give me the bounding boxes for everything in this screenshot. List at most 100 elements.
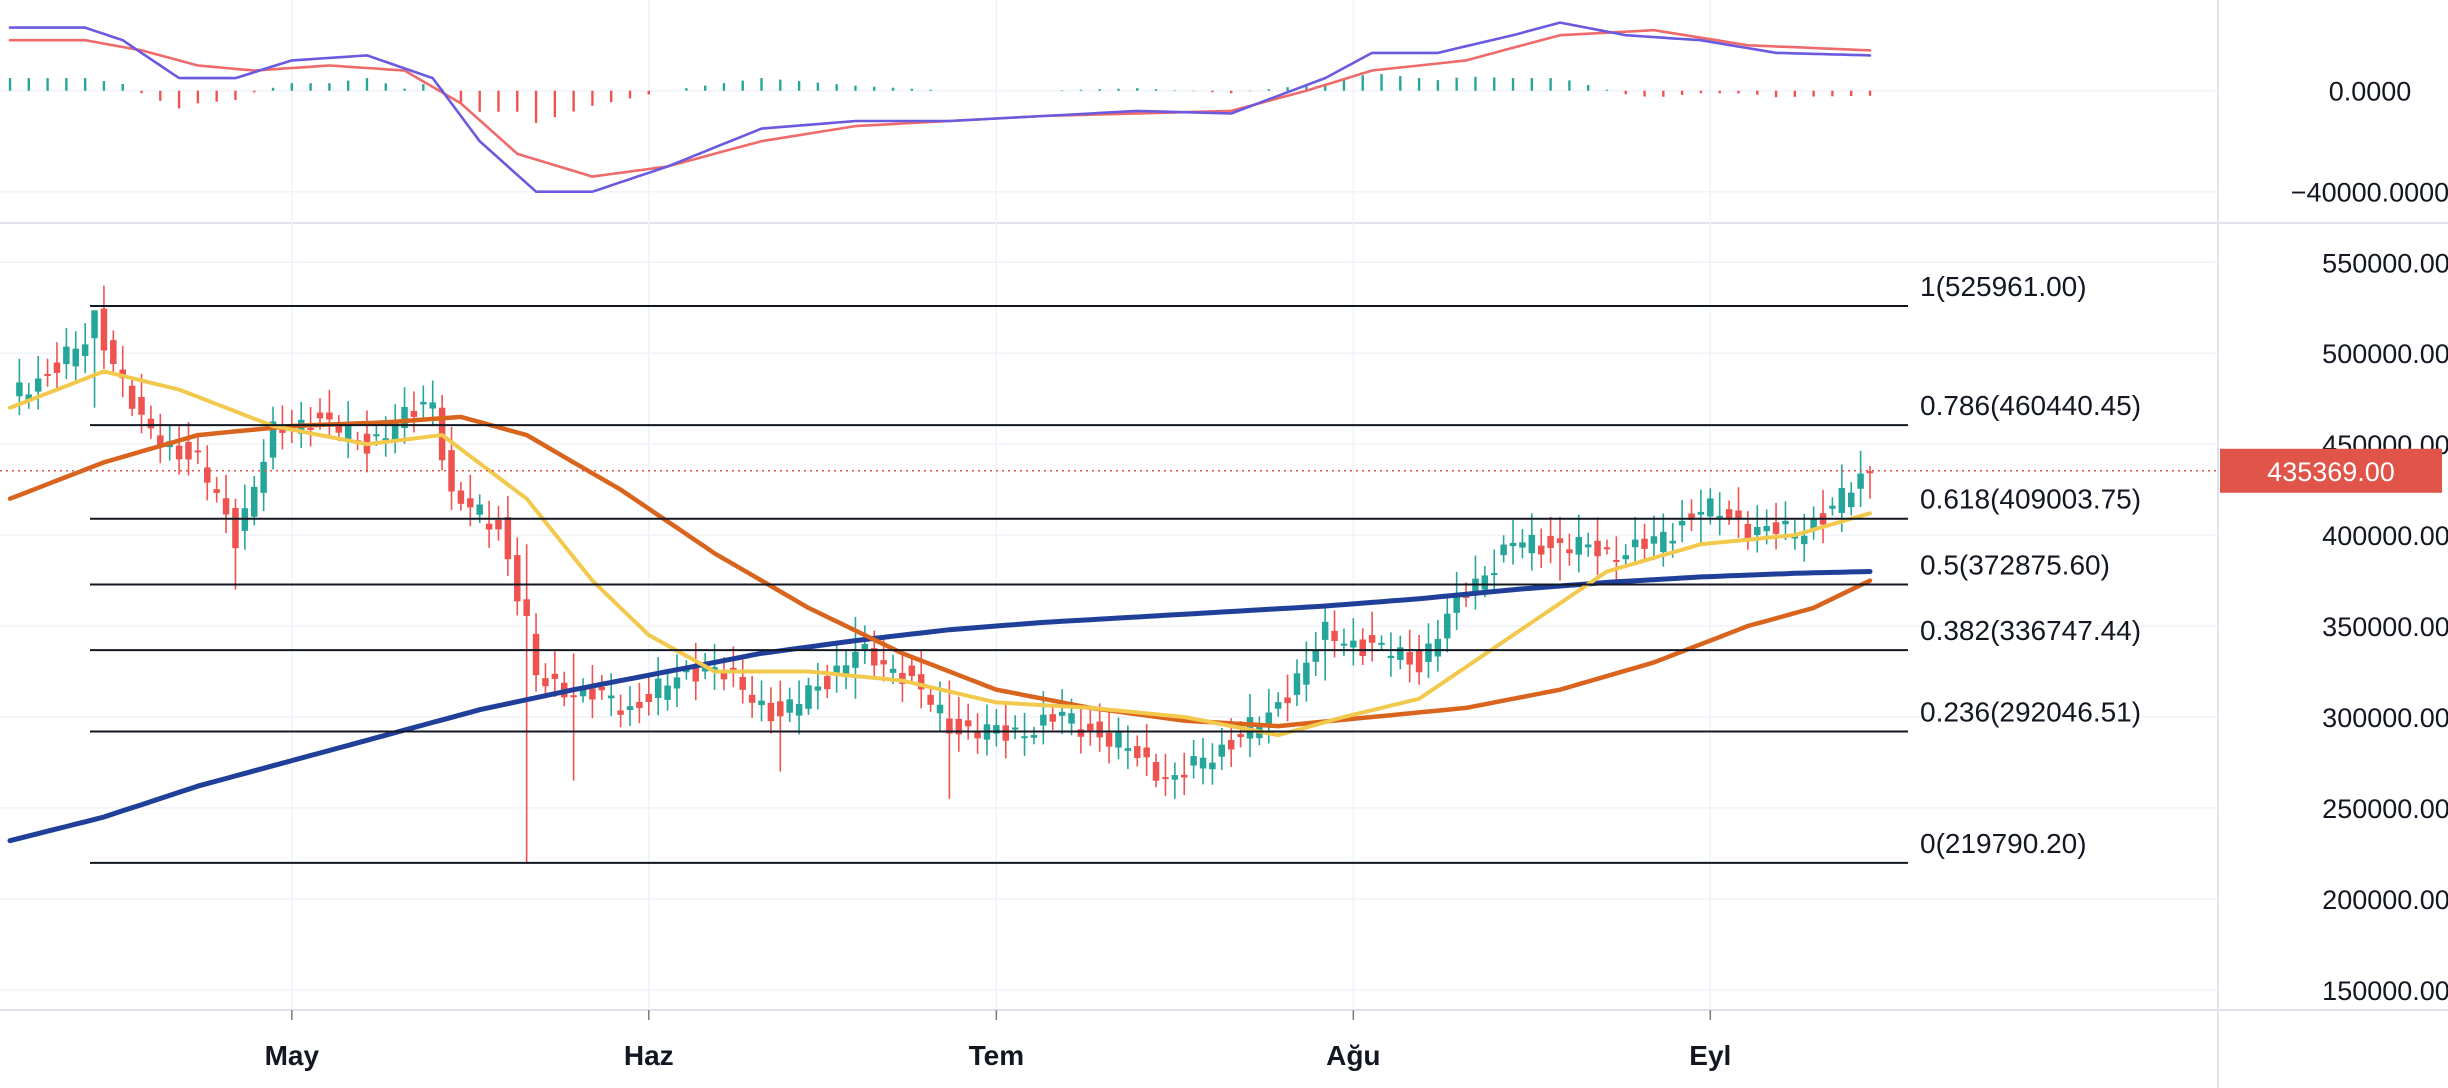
candle-body[interactable] [232,508,239,549]
candle-body[interactable] [955,718,963,735]
candle-body[interactable] [1321,621,1329,640]
candle-body[interactable] [476,504,483,515]
candle-body[interactable] [767,702,775,722]
candle-body[interactable] [814,686,822,691]
candle-body[interactable] [1237,734,1244,738]
candle-body[interactable] [1378,642,1385,645]
candle-body[interactable] [1613,559,1620,562]
candle-body[interactable] [758,700,765,706]
macd-pane[interactable] [8,21,1872,193]
candle-body[interactable] [157,435,164,446]
candle-body[interactable] [72,348,80,367]
candle-body[interactable] [1800,535,1808,545]
candle-body[interactable] [307,428,314,431]
candle-body[interactable] [1284,697,1291,704]
candle-body[interactable] [1359,639,1366,657]
candle-body[interactable] [777,701,784,717]
candle-body[interactable] [1650,536,1658,544]
candle-body[interactable] [504,517,512,560]
candle-body[interactable] [1030,735,1038,738]
candle-body[interactable] [1688,513,1695,520]
candle-body[interactable] [1829,505,1836,509]
candle-body[interactable] [128,385,136,409]
candle-body[interactable] [1049,714,1056,722]
candle-body[interactable] [1105,732,1113,747]
candle-body[interactable] [1209,762,1216,770]
candle-body[interactable] [1124,748,1132,751]
candle-body[interactable] [1735,510,1742,520]
candle-body[interactable] [824,676,831,690]
candle-body[interactable] [1857,473,1864,489]
candle-body[interactable] [91,310,98,339]
candle-body[interactable] [1218,744,1226,757]
candle-body[interactable] [1528,534,1536,554]
candle-body[interactable] [1143,747,1150,758]
candle-body[interactable] [250,486,258,517]
candle-body[interactable] [485,523,493,530]
candle-body[interactable] [25,394,33,400]
candle-body[interactable] [617,710,624,715]
candle-body[interactable] [861,644,869,650]
candle-body[interactable] [1660,531,1667,553]
candle-body[interactable] [1040,714,1047,726]
candle-body[interactable] [373,434,380,437]
candle-body[interactable] [570,695,577,698]
candle-body[interactable] [495,520,502,530]
candle-body[interactable] [1068,713,1075,724]
candle-body[interactable] [1134,746,1141,758]
candle-body[interactable] [1566,549,1573,554]
candle-body[interactable] [664,685,671,700]
candle-body[interactable] [899,672,906,684]
candle-body[interactable] [1406,652,1413,665]
candle-body[interactable] [598,686,606,691]
candle-body[interactable] [1509,542,1517,547]
candle-body[interactable] [1227,740,1235,750]
candle-body[interactable] [1444,613,1451,639]
candle-body[interactable] [1584,544,1592,548]
candle-body[interactable] [1199,757,1207,769]
candle-body[interactable] [1782,520,1789,525]
candle-body[interactable] [1274,702,1282,709]
candle-body[interactable] [1678,520,1686,526]
candle-body[interactable] [946,718,953,734]
candle-body[interactable] [1631,539,1639,548]
candle-body[interactable] [1453,593,1460,613]
candle-body[interactable] [730,667,737,670]
candle-body[interactable] [692,666,700,682]
candle-body[interactable] [100,308,108,351]
candle-body[interactable] [1077,729,1085,737]
candle-body[interactable] [213,489,220,493]
candle-body[interactable] [335,425,343,433]
fibonacci-retracement[interactable]: 1(525961.00) 0.786(460440.45) 0.618(409003… [90,271,2141,864]
candle-body[interactable] [786,699,793,713]
candle-body[interactable] [1481,575,1489,590]
price-pane[interactable] [0,285,2218,863]
candle-body[interactable] [1754,527,1761,536]
candle-body[interactable] [1772,522,1780,534]
candle-body[interactable] [1293,673,1301,695]
candle-body[interactable] [1002,725,1010,741]
candle-body[interactable] [532,633,540,676]
candle-body[interactable] [119,369,126,379]
candle-body[interactable] [683,669,690,673]
candle-body[interactable] [1190,756,1197,766]
candle-body[interactable] [110,340,117,364]
candle-body[interactable] [1058,711,1066,716]
candle-body[interactable] [748,694,756,703]
candle-body[interactable] [1340,643,1348,646]
candle-body[interactable] [1096,721,1103,738]
candle-body[interactable] [175,445,183,460]
candle-body[interactable] [1011,727,1019,730]
candle-body[interactable] [1434,638,1442,657]
candle-body[interactable] [1490,573,1498,576]
candle-body[interactable] [833,665,840,675]
candle-body[interactable] [917,674,925,690]
candle-body[interactable] [401,406,408,429]
candle-body[interactable] [607,695,615,699]
candle-body[interactable] [138,396,145,415]
candle-body[interactable] [1716,515,1723,518]
candle-body[interactable] [1500,544,1507,556]
candle-body[interactable] [908,665,916,677]
candle-body[interactable] [410,410,418,417]
